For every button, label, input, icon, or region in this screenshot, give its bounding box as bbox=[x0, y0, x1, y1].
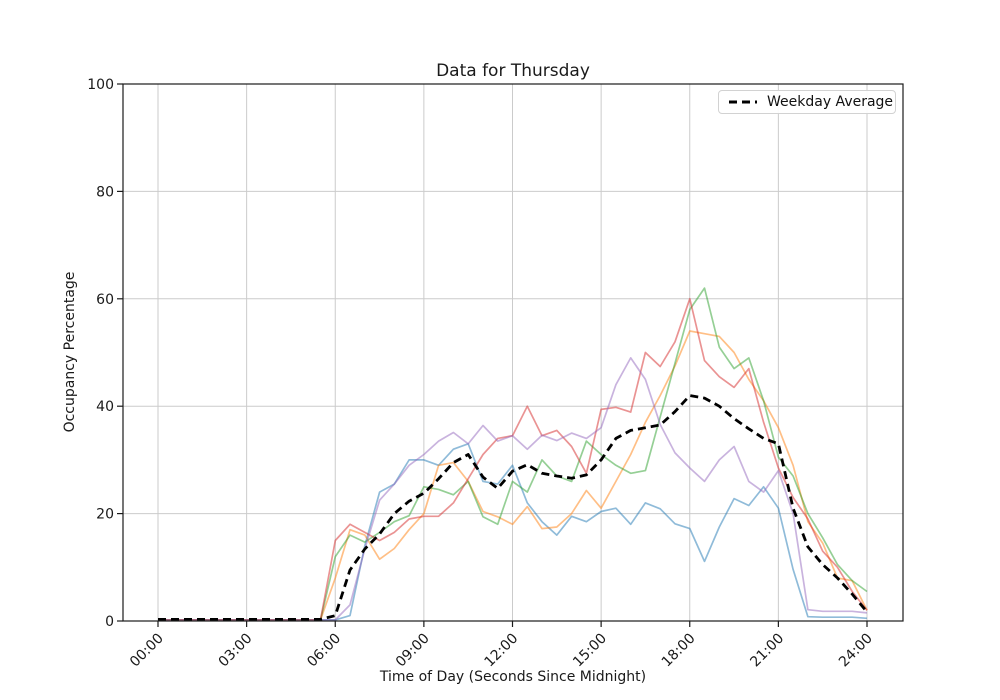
x-tick-label: 03:00 bbox=[216, 631, 256, 671]
x-tick-label: 12:00 bbox=[481, 631, 521, 671]
y-tick-label: 0 bbox=[105, 614, 114, 630]
x-tick-label: 24:00 bbox=[836, 631, 876, 671]
series-line-weekday-average bbox=[158, 394, 869, 621]
y-axis-label: Occupancy Percentage bbox=[62, 271, 78, 433]
y-tick-label: 80 bbox=[96, 184, 114, 200]
x-tick-label: 00:00 bbox=[127, 631, 167, 671]
legend-entry-label: Weekday Average bbox=[767, 94, 894, 110]
y-tick-label: 60 bbox=[96, 292, 114, 308]
x-tick-label: 21:00 bbox=[747, 631, 787, 671]
x-tick-label: 15:00 bbox=[570, 631, 610, 671]
chart-title: Data for Thursday bbox=[436, 61, 590, 81]
y-tick-label: 100 bbox=[87, 77, 114, 93]
x-axis-label: Time of Day (Seconds Since Midnight) bbox=[379, 669, 647, 685]
legend-dashed-line-sample bbox=[729, 100, 757, 104]
x-tick-label: 06:00 bbox=[304, 631, 344, 671]
x-tick-label: 18:00 bbox=[659, 631, 699, 671]
y-tick-label: 40 bbox=[96, 399, 114, 415]
x-tick-label: 09:00 bbox=[393, 631, 433, 671]
y-tick-label: 20 bbox=[96, 507, 114, 523]
legend-box: Weekday Average bbox=[718, 90, 896, 114]
